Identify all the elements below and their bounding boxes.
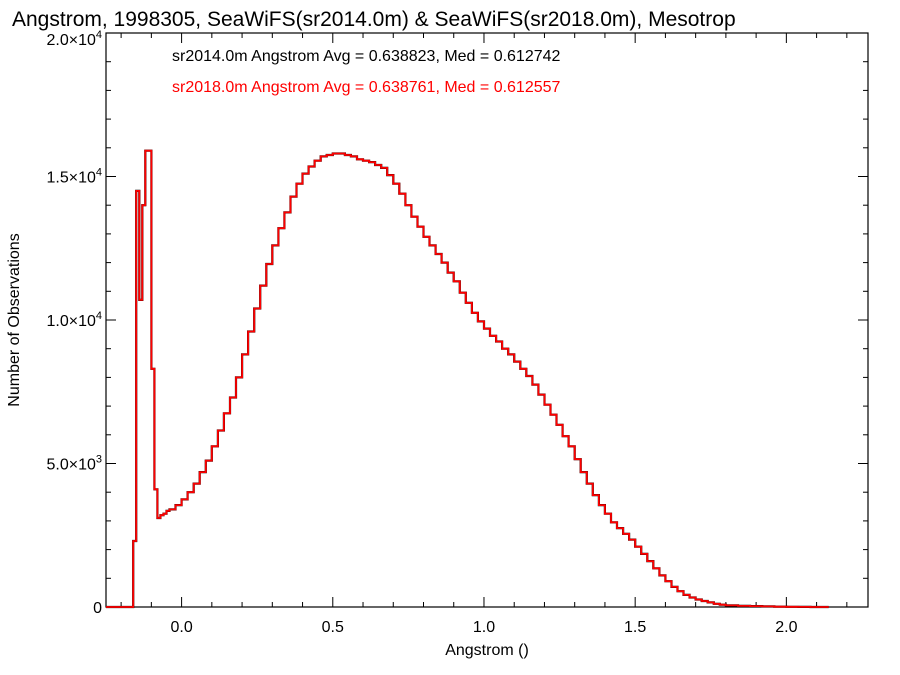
y-tick-label-4: 2.0×104 — [46, 29, 102, 49]
annotation-sr2014: sr2014.0m Angstrom Avg = 0.638823, Med =… — [172, 48, 561, 65]
x-tick-label-4: 2.0 — [775, 619, 797, 636]
x-tick-label-3: 1.5 — [624, 619, 646, 636]
y-axis-label: Number of Observations — [6, 233, 23, 406]
series-line-sr2014-0m — [106, 149, 829, 609]
chart-title: Angstrom, 1998305, SeaWiFS(sr2014.0m) & … — [12, 8, 736, 31]
y-tick-label-1: 5.0×103 — [46, 454, 102, 474]
y-tick-labels: 0 5.0×103 1.0×104 1.5×104 2.0×104 — [46, 29, 102, 617]
x-tick-label-1: 0.5 — [322, 619, 344, 636]
x-tick-label-2: 1.0 — [473, 619, 495, 636]
y-tick-label-0: 0 — [93, 600, 102, 617]
plot-frame — [105, 32, 869, 608]
series-line-sr2018-0m — [106, 149, 829, 608]
axis-ticks — [106, 32, 868, 608]
x-tick-labels: 0.0 0.5 1.0 1.5 2.0 — [170, 619, 797, 636]
annotation-sr2018: sr2018.0m Angstrom Avg = 0.638761, Med =… — [172, 79, 561, 96]
y-tick-label-2: 1.0×104 — [46, 310, 102, 330]
x-tick-label-0: 0.0 — [170, 619, 192, 636]
series-lines — [106, 149, 829, 609]
y-tick-label-3: 1.5×104 — [46, 167, 102, 187]
x-axis-label: Angstrom () — [445, 642, 529, 659]
